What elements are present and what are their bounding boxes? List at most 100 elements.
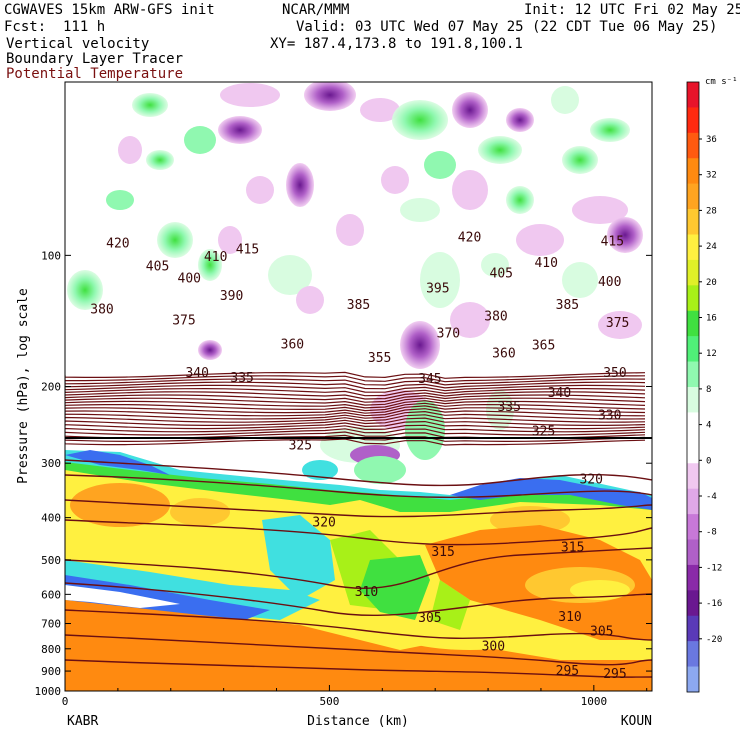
y-tick-label: 600 <box>41 588 61 601</box>
theta-line <box>65 397 646 406</box>
theta-line <box>65 417 646 426</box>
theta-line <box>65 410 646 420</box>
field-potential-temperature: Potential Temperature <box>6 66 184 82</box>
theta-label: 340 <box>185 366 208 381</box>
colorbar-swatch <box>687 259 699 286</box>
colorbar-swatch <box>687 387 699 413</box>
forecast-hour: Fcst: 111 h <box>4 19 106 35</box>
theta-label: 315 <box>561 540 584 555</box>
theta-line <box>65 459 652 487</box>
theta-label: 420 <box>458 231 481 246</box>
colorbar: 36 32 28 24 20 16 12 8 4 0 -4 -8 -12 -16 -20 <box>686 81 722 693</box>
theta-label: 320 <box>312 515 335 530</box>
theta-label: 370 <box>437 326 460 341</box>
theta-label: 350 <box>603 366 626 381</box>
colorbar-swatch <box>687 107 699 134</box>
theta-line <box>65 405 646 414</box>
theta-label: 385 <box>347 298 370 313</box>
y-tick-label: 100 <box>41 249 61 262</box>
theta-label: 295 <box>556 664 579 679</box>
theta-label: 360 <box>281 337 304 352</box>
theta-line <box>65 519 652 546</box>
theta-label: 410 <box>204 250 227 265</box>
theta-line <box>65 547 652 589</box>
theta-label: 335 <box>230 371 253 386</box>
org-label: NCAR/MMM <box>282 2 350 18</box>
endpoint-right: KOUN <box>621 714 652 729</box>
colorbar-label: 24 <box>706 242 717 252</box>
theta-line <box>65 582 652 617</box>
theta-line <box>65 499 652 518</box>
theta-line <box>65 659 652 678</box>
colorbar-swatch <box>687 641 699 667</box>
vertical-velocity-upper <box>67 82 643 369</box>
theta-line <box>65 424 646 433</box>
theta-line <box>65 381 646 390</box>
colorbar-label: -16 <box>706 599 722 609</box>
theta-label: 305 <box>590 624 613 639</box>
theta-line <box>65 634 652 666</box>
colorbar-swatch <box>687 361 699 388</box>
field-boundary-layer-tracer: Boundary Layer Tracer <box>6 51 184 67</box>
theta-contour-labels: 420 420 415 415 410 410 405 405 400 400 395 390 385 3… <box>90 231 629 683</box>
y-tick-label: 1000 <box>35 685 62 698</box>
theta-label: 405 <box>490 266 513 281</box>
colorbar-label: 32 <box>706 171 717 181</box>
x-axis: 0 500 1000 <box>62 685 648 708</box>
theta-label: 345 <box>418 372 441 387</box>
colorbar-swatch <box>687 514 699 540</box>
theta-label: 310 <box>558 610 581 625</box>
theta-label: 410 <box>534 256 557 271</box>
colorbar-swatch <box>687 666 699 693</box>
theta-line <box>65 378 646 386</box>
theta-label: 405 <box>146 259 169 274</box>
x-tick-label: 0 <box>62 695 69 708</box>
theta-label: 325 <box>532 425 555 440</box>
colorbar-label: 20 <box>706 278 717 288</box>
colorbar-swatch <box>687 437 699 464</box>
theta-line <box>65 428 646 436</box>
colorbar-label: 4 <box>706 421 711 431</box>
theta-line <box>65 474 652 498</box>
colorbar-swatch <box>687 183 699 210</box>
shaded-fields <box>65 82 652 691</box>
theta-line <box>65 384 646 393</box>
colorbar-swatch <box>687 132 699 159</box>
theta-line <box>65 375 646 383</box>
theta-label: 415 <box>601 235 624 250</box>
colorbar-label: -4 <box>706 492 717 502</box>
colorbar-swatch <box>687 310 699 337</box>
colorbar-label: 8 <box>706 385 711 395</box>
theta-line <box>65 609 652 641</box>
field-vertical-velocity: Vertical velocity <box>6 36 150 52</box>
colorbar-swatch <box>687 234 699 261</box>
colorbar-swatch <box>687 336 699 362</box>
theta-label: 385 <box>556 298 579 313</box>
theta-label: 335 <box>497 400 520 415</box>
theta-label: 315 <box>431 545 454 560</box>
endpoint-left: KABR <box>67 714 98 729</box>
y-tick-label: 400 <box>41 512 61 525</box>
y-axis: 100 200 300 400 500 600 700 800 900 1000 <box>35 249 652 698</box>
colorbar-label: -12 <box>706 563 722 573</box>
theta-line <box>65 387 646 397</box>
theta-label: 400 <box>598 275 621 290</box>
colorbar-label: 36 <box>706 135 717 145</box>
colorbar-swatch <box>687 209 699 235</box>
theta-label: 375 <box>606 316 629 331</box>
y-axis-label: Pressure (hPa), log scale <box>16 288 31 484</box>
theta-label: 420 <box>106 237 129 252</box>
theta-line <box>65 420 646 430</box>
theta-label: 380 <box>90 302 113 317</box>
y-tick-label: 800 <box>41 643 61 656</box>
theta-label: 415 <box>236 243 259 258</box>
colorbar-swatch <box>687 564 699 591</box>
colorbar-label: 0 <box>706 456 711 466</box>
colorbar-swatch <box>687 82 699 108</box>
theta-label: 390 <box>220 289 243 304</box>
colorbar-swatch <box>687 285 699 312</box>
colorbar-swatch <box>687 539 699 566</box>
colorbar-swatch <box>687 488 699 515</box>
theta-label: 375 <box>172 313 195 328</box>
y-tick-label: 300 <box>41 457 61 470</box>
